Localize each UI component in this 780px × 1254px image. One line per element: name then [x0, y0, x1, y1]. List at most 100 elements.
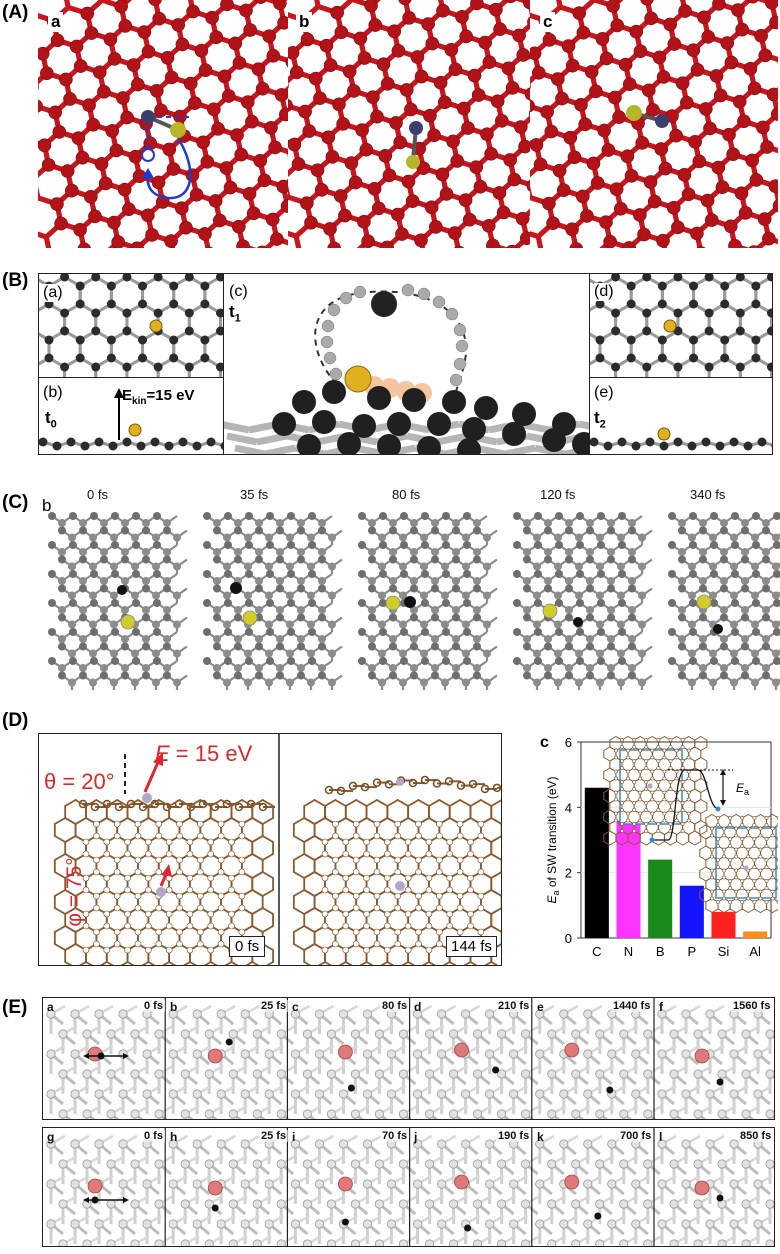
- b-panel-label-d: (d): [594, 283, 614, 301]
- chart-panel-label: c: [540, 734, 549, 751]
- e-time-f: 1560 fs: [731, 1000, 773, 1012]
- time-label-t1: t1: [229, 302, 241, 325]
- inset-ea-label: Ea: [736, 781, 749, 797]
- y-tick-label: 6: [565, 736, 572, 750]
- e-letter-l: l: [659, 1130, 663, 1144]
- top-view-right: [292, 799, 501, 965]
- top-view-left: [53, 799, 274, 965]
- diamond-frames-row1: [46, 998, 774, 1119]
- time-label-t0: t0: [45, 408, 57, 431]
- panel-label-a: a: [48, 12, 64, 32]
- dopant-pair-a: [141, 110, 193, 200]
- y-axis-label: Ea of SW transition (eV): [545, 776, 561, 903]
- graphene-top-view-b-a: [39, 274, 223, 377]
- graphene-top-view-b-d: [590, 274, 772, 377]
- diamond-frames-row2: [46, 1128, 774, 1246]
- e-letter-c: c: [292, 1000, 299, 1014]
- dopant-4: [696, 594, 712, 610]
- nanotube-series: [48, 512, 780, 690]
- time-label-t2: t2: [594, 408, 606, 431]
- e-time-d: 210 fs: [496, 1000, 532, 1012]
- e-letter-g: g: [47, 1130, 55, 1144]
- bar-Al: [743, 931, 768, 938]
- y-tick-label: 0: [565, 931, 572, 946]
- b-panel-label-a: (a): [43, 284, 63, 302]
- carbon-atom-1: [230, 582, 242, 594]
- time-box-0fs: 0 fs: [229, 936, 266, 957]
- b-panel-label-e: (e): [594, 384, 614, 401]
- e-letter-e: e: [537, 1000, 544, 1014]
- e-time-g: 0 fs: [142, 1130, 165, 1142]
- y-tick-label: 2: [565, 866, 572, 881]
- time-label-c-2: 80 fs: [392, 487, 421, 502]
- panel-a-c: [530, 0, 778, 248]
- energy-label: E = 15 eV: [155, 741, 253, 766]
- x-tick-label: Si: [718, 944, 730, 959]
- bar-Si: [711, 911, 736, 938]
- time-label-c-3: 120 fs: [540, 487, 576, 502]
- bar-B: [648, 859, 673, 938]
- e-letter-d: d: [414, 1000, 422, 1014]
- section-e-label: (E): [2, 997, 28, 1018]
- e-letter-j: j: [414, 1130, 418, 1144]
- time-label-c-1: 35 fs: [240, 487, 269, 502]
- x-tick-label: Al: [749, 944, 761, 959]
- e-letter-a: a: [47, 1000, 54, 1014]
- section-a-label: (A): [2, 2, 29, 23]
- dopant-0: [120, 614, 136, 630]
- time-label-c-0: 0 fs: [87, 487, 108, 502]
- panel-b-b: [38, 377, 224, 455]
- section-d-label: (D): [2, 710, 29, 731]
- dopant-3: [542, 603, 558, 619]
- bar-C: [584, 787, 609, 938]
- carbon-atom-4: [713, 624, 723, 634]
- panel-label-b: b: [296, 12, 313, 32]
- panel-b-d: [589, 273, 773, 378]
- theta-label: θ = 20°: [44, 769, 115, 794]
- e-time-i: 70 fs: [380, 1130, 410, 1142]
- energy-barrier-inset: Ea: [603, 736, 778, 913]
- time-box-144fs: 144 fs: [446, 936, 497, 957]
- e-time-b: 25 fs: [259, 1000, 289, 1012]
- e-time-a: 0 fs: [142, 1000, 165, 1012]
- section-b-label: (B): [2, 270, 29, 291]
- panel-e-row1: [42, 997, 775, 1120]
- e-time-e: 1440 fs: [611, 1000, 653, 1012]
- graphene-impact-d: [53, 734, 501, 965]
- graphene-lattice-a-c: [530, 0, 778, 248]
- b-panel-label-c: (c): [229, 283, 248, 300]
- panel-b-a: [38, 273, 224, 378]
- x-tick-label: C: [592, 944, 601, 959]
- dopant-1: [242, 610, 258, 626]
- e-letter-b: b: [170, 1000, 178, 1014]
- kinetic-energy-label: Ekin=15 eV: [122, 387, 195, 407]
- e-letter-f: f: [659, 1000, 663, 1014]
- e-time-k: 700 fs: [618, 1130, 654, 1142]
- dopant-2: [385, 595, 401, 611]
- e-letter-i: i: [292, 1130, 296, 1144]
- time-label-c-4: 340 fs: [690, 487, 726, 502]
- panel-b-e: [589, 377, 773, 455]
- y-tick-label: 4: [565, 800, 572, 815]
- panel-e-row2: [42, 1127, 775, 1247]
- panel-label-c: c: [540, 12, 556, 32]
- graphene-side-view-b-e: [590, 427, 772, 451]
- e-letter-h: h: [170, 1130, 178, 1144]
- e-letter-k: k: [537, 1130, 544, 1144]
- phi-label: φ = 75°: [63, 857, 86, 927]
- e-time-l: 850 fs: [738, 1130, 774, 1142]
- c-panel-label-b: b: [42, 496, 52, 515]
- x-tick-label: P: [687, 944, 696, 959]
- e-time-j: 190 fs: [496, 1130, 532, 1142]
- dopant-trajectory-b-c: [224, 283, 589, 454]
- side-view-right: [324, 775, 501, 796]
- carbon-atom-0: [117, 585, 127, 595]
- section-a-dopant-overlay: [141, 105, 669, 200]
- x-tick-label: B: [656, 944, 665, 959]
- b-panel-label-b: (b): [43, 384, 63, 401]
- carbon-atom-3: [573, 617, 583, 627]
- graphene-side-view-b-b: [39, 388, 223, 451]
- e-time-h: 25 fs: [259, 1130, 289, 1142]
- e-time-c: 80 fs: [380, 1000, 410, 1012]
- section-c-label: (C): [2, 492, 29, 513]
